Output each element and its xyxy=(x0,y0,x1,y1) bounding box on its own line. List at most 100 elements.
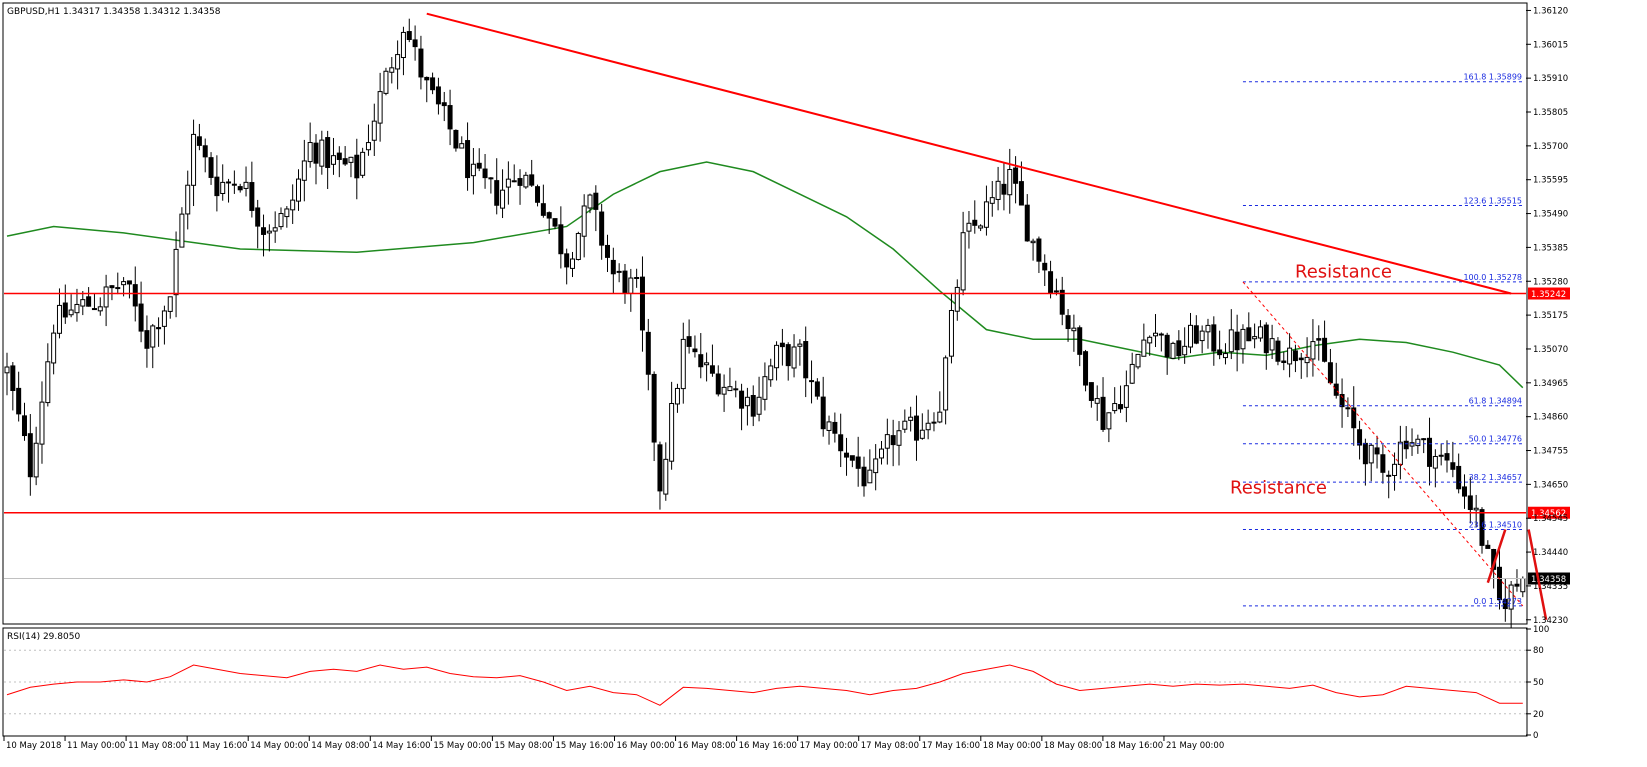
candle-body xyxy=(132,284,138,307)
candle-body xyxy=(1473,507,1479,511)
candle-body xyxy=(1222,353,1228,359)
candle-body xyxy=(237,186,243,191)
candle-body xyxy=(948,309,954,357)
candle-body xyxy=(1438,454,1444,457)
candle-body xyxy=(570,258,576,269)
candle-body xyxy=(1001,183,1007,195)
candle-body xyxy=(115,287,121,290)
candle-body xyxy=(97,306,103,312)
candle-body xyxy=(779,342,785,348)
candle-body xyxy=(365,142,371,151)
candle-body xyxy=(1403,440,1409,450)
candle-body xyxy=(896,430,902,446)
price-tick-label: 1.35700 xyxy=(1533,142,1568,152)
chart-header-title: GBPUSD,H1 1.34317 1.34358 1.34312 1.3435… xyxy=(7,7,221,17)
candle-body xyxy=(1485,544,1491,549)
candle-body xyxy=(715,373,721,395)
candle-body xyxy=(342,158,348,165)
candle-body xyxy=(797,343,803,347)
candle-body xyxy=(663,458,669,495)
candle-body xyxy=(138,303,144,332)
candle-body xyxy=(838,434,844,452)
time-tick-label: 17 May 00:00 xyxy=(800,741,858,751)
candle-body xyxy=(296,178,301,202)
time-tick-label: 21 May 00:00 xyxy=(1166,741,1224,751)
candle-body xyxy=(709,365,715,374)
candle-body xyxy=(290,199,296,211)
candle-body xyxy=(669,403,675,462)
candle-body xyxy=(1094,398,1100,404)
candle-body xyxy=(546,212,552,219)
candle-body xyxy=(27,433,33,478)
candle-body xyxy=(424,76,430,81)
candle-body xyxy=(1240,328,1246,350)
candle-body xyxy=(33,442,39,478)
candle-body xyxy=(1456,465,1462,490)
candle-body xyxy=(1392,463,1398,476)
candle-body xyxy=(1467,495,1473,510)
price-tick-label: 1.36120 xyxy=(1533,6,1568,16)
candle-body xyxy=(983,201,989,228)
candle-body xyxy=(1135,353,1141,368)
fib-level-label: 23.6 1.34510 xyxy=(1469,521,1522,530)
candle-body xyxy=(1479,509,1485,546)
candle-body xyxy=(1450,462,1456,470)
fib-level-label: 0.0 1.34273 xyxy=(1474,597,1522,606)
moving-average-line xyxy=(6,161,1524,389)
candle-body xyxy=(1292,350,1298,362)
candle-body xyxy=(1193,325,1199,344)
fib-level-label: 38.2 1.34657 xyxy=(1469,473,1522,482)
candle-body xyxy=(844,452,850,458)
candle-body xyxy=(1322,337,1328,362)
time-tick-label: 18 May 08:00 xyxy=(1044,741,1102,751)
candle-body xyxy=(80,299,86,307)
candle-body xyxy=(704,362,710,366)
candle-body xyxy=(167,296,173,312)
candle-body xyxy=(651,373,657,443)
candle-body xyxy=(1508,584,1514,610)
candle-body xyxy=(1048,271,1054,294)
candle-body xyxy=(879,448,884,459)
candle-body xyxy=(1042,262,1048,271)
candle-body xyxy=(511,180,517,183)
rsi-tick-label: 20 xyxy=(1533,710,1544,720)
candle-body xyxy=(435,86,441,105)
candle-body xyxy=(220,181,226,195)
candle-body xyxy=(1380,454,1386,473)
resistance-label: Resistance xyxy=(1230,478,1327,499)
rsi-tick-label: 50 xyxy=(1533,678,1544,688)
candle-body xyxy=(1164,334,1170,358)
candle-body xyxy=(1118,404,1124,410)
candle-body xyxy=(1368,444,1374,464)
candle-body xyxy=(966,222,972,232)
candle-body xyxy=(1088,382,1094,401)
candle-body xyxy=(360,151,366,176)
candle-body xyxy=(785,344,791,367)
candle-body xyxy=(750,395,756,417)
candle-body xyxy=(937,411,943,423)
candle-body xyxy=(622,270,628,294)
time-tick-label: 16 May 16:00 xyxy=(739,741,797,751)
fib-level-label: 100.0 1.35278 xyxy=(1463,273,1522,282)
candle-body xyxy=(873,458,879,474)
candle-body xyxy=(1339,393,1345,408)
rsi-tick-label: 100 xyxy=(1533,625,1549,635)
candle-body xyxy=(523,174,529,188)
candle-body xyxy=(628,277,634,294)
candle-body xyxy=(214,176,220,197)
candle-body xyxy=(552,218,558,227)
candle-body xyxy=(1187,324,1193,348)
candle-body xyxy=(791,346,797,369)
candle-body xyxy=(768,365,774,381)
candle-body xyxy=(756,396,762,415)
price-axis: 1.36120 1.36015 1.35910 1.35805 1.35700 1.355… xyxy=(1526,6,1568,626)
candle-body xyxy=(849,455,855,461)
candle-body xyxy=(62,302,68,318)
time-tick-label: 14 May 08:00 xyxy=(311,741,369,751)
candle-body xyxy=(45,361,51,404)
fibonacci-layer: 161.8 1.35899 123.6 1.35515 100.0 1.35278 6… xyxy=(1242,73,1524,607)
candle-body xyxy=(1217,349,1223,356)
candle-body xyxy=(1065,315,1071,330)
